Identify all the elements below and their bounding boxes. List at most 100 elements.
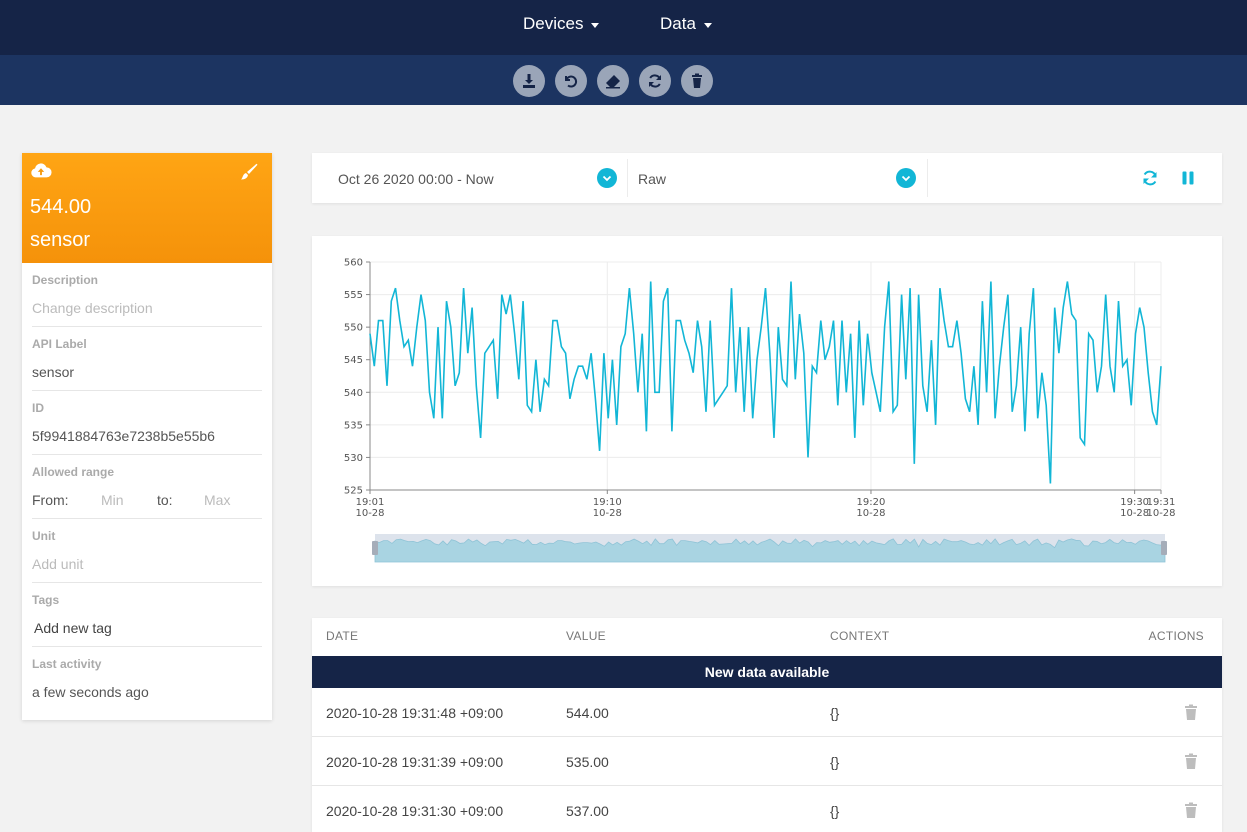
trash-icon[interactable] (1184, 802, 1198, 818)
y-tick-label: 535 (344, 420, 363, 431)
description-label: Description (32, 273, 99, 287)
eraser-icon (606, 75, 620, 89)
api-label-value[interactable]: sensor (32, 364, 75, 380)
last-activity-field: Last activity a few seconds ago (32, 647, 262, 711)
undo-button[interactable] (555, 65, 587, 97)
date-range-dropdown-button[interactable] (597, 168, 617, 188)
nav-devices-menu[interactable]: Devices (523, 14, 600, 34)
row-date: 2020-10-28 19:31:39 +09:00 (326, 754, 504, 770)
tags-label: Tags (32, 593, 60, 607)
range-max-input[interactable]: Max (204, 492, 231, 508)
unit-field[interactable]: Unit Add unit (32, 519, 262, 583)
x-axis: 19:0110-2819:1010-2819:2010-2819:3010-28… (355, 489, 1176, 519)
row-value[interactable]: 535.00 (566, 754, 609, 770)
table-row: 2020-10-28 19:31:48 +09:00 544.00 {} (312, 688, 1222, 737)
table-row: 2020-10-28 19:31:30 +09:00 537.00 {} (312, 786, 1222, 832)
id-value: 5f9941884763e7238b5e55b6 (32, 428, 215, 444)
download-icon (523, 74, 535, 88)
range-to-label: to: (157, 492, 173, 508)
row-context[interactable]: {} (830, 803, 840, 819)
column-header-actions: ACTIONS (1148, 629, 1204, 643)
unit-label: Unit (32, 529, 56, 543)
x-tick-date: 10-28 (355, 508, 384, 519)
cloud-upload-icon[interactable] (30, 160, 52, 182)
trash-icon[interactable] (1184, 753, 1198, 769)
y-tick-label: 560 (344, 258, 363, 269)
column-header-context[interactable]: CONTEXT (830, 629, 890, 643)
y-tick-label: 545 (344, 355, 363, 366)
nav-data-label: Data (660, 14, 696, 33)
variable-card-header: 544.00 sensor (22, 153, 272, 263)
chevron-down-icon (901, 175, 911, 182)
x-tick-date: 10-28 (856, 508, 885, 519)
allowed-range-field: Allowed range From: Min to: Max (32, 455, 262, 519)
nav-data-menu[interactable]: Data (660, 14, 712, 34)
sync-button[interactable] (639, 65, 671, 97)
chart-card: 525 530 535 540 545 550 555 560 19:01 10-28 19:10… (312, 236, 1222, 586)
top-navbar: Devices Data (0, 0, 1247, 55)
column-header-date[interactable]: DATE (326, 629, 359, 643)
undo-icon (565, 75, 578, 88)
zoom-handle-right[interactable] (1161, 541, 1167, 555)
trash-icon (692, 73, 702, 88)
id-field: ID 5f9941884763e7238b5e55b6 (32, 391, 262, 455)
y-tick-label: 550 (344, 323, 363, 334)
unit-input[interactable]: Add unit (32, 556, 84, 572)
y-tick-label: 540 (344, 388, 363, 399)
chevron-down-icon (602, 175, 612, 182)
data-table: DATE VALUE CONTEXT ACTIONS New data avai… (312, 618, 1222, 832)
erase-button[interactable] (597, 65, 629, 97)
x-tick-date: 10-28 (1146, 508, 1175, 519)
series-line (369, 281, 1162, 484)
tags-field[interactable]: Tags Add new tag (32, 583, 262, 647)
caret-down-icon (591, 22, 600, 28)
row-date: 2020-10-28 19:31:48 +09:00 (326, 705, 504, 721)
refresh-icon[interactable] (1141, 169, 1159, 187)
description-input[interactable]: Change description (32, 300, 153, 316)
variable-toolbar (0, 55, 1247, 105)
new-data-banner[interactable]: New data available (312, 656, 1222, 688)
zoom-overview-area (374, 538, 1166, 563)
zoom-handle-left[interactable] (372, 541, 378, 555)
row-value[interactable]: 544.00 (566, 705, 609, 721)
last-activity-label: Last activity (32, 657, 102, 671)
y-tick-label: 525 (344, 486, 363, 497)
trash-icon[interactable] (1184, 704, 1198, 720)
aggregation-dropdown-button[interactable] (896, 168, 916, 188)
divider (927, 159, 928, 197)
date-range-text[interactable]: Oct 26 2020 00:00 - Now (338, 171, 494, 187)
row-context[interactable]: {} (830, 754, 840, 770)
api-label-field[interactable]: API Label sensor (32, 327, 262, 391)
y-tick-label: 555 (344, 290, 363, 301)
range-row: From: Min to: Max (32, 492, 262, 512)
divider (627, 159, 628, 197)
nav-devices-label: Devices (523, 14, 584, 33)
variable-card: 544.00 sensor Description Change descrip… (22, 153, 272, 720)
range-min-input[interactable]: Min (101, 492, 124, 508)
add-tag-input[interactable]: Add new tag (34, 620, 112, 636)
aggregation-text[interactable]: Raw (638, 171, 667, 187)
table-row: 2020-10-28 19:31:39 +09:00 535.00 {} (312, 737, 1222, 786)
row-value[interactable]: 537.00 (566, 803, 609, 819)
variable-name: sensor (30, 229, 91, 251)
range-from-label: From: (32, 492, 69, 508)
variable-last-value: 544.00 (30, 196, 92, 218)
last-activity-value: a few seconds ago (32, 684, 149, 700)
y-axis: 525 530 535 540 545 550 555 560 (344, 258, 371, 497)
refresh-icon (649, 74, 661, 88)
delete-variable-button[interactable] (681, 65, 713, 97)
download-button[interactable] (513, 65, 545, 97)
row-date: 2020-10-28 19:31:30 +09:00 (326, 803, 504, 819)
zoom-slider[interactable] (372, 534, 1167, 563)
row-context[interactable]: {} (830, 705, 840, 721)
x-tick-date: 10-28 (593, 508, 622, 519)
description-field[interactable]: Description Change description (32, 263, 262, 327)
api-label-label: API Label (32, 337, 87, 351)
column-header-value[interactable]: VALUE (566, 629, 606, 643)
paint-brush-icon[interactable] (240, 163, 258, 181)
x-tick-label: 19:01 (356, 497, 385, 508)
caret-down-icon (703, 22, 712, 28)
pause-icon[interactable] (1179, 169, 1197, 187)
allowed-range-label: Allowed range (32, 465, 115, 479)
